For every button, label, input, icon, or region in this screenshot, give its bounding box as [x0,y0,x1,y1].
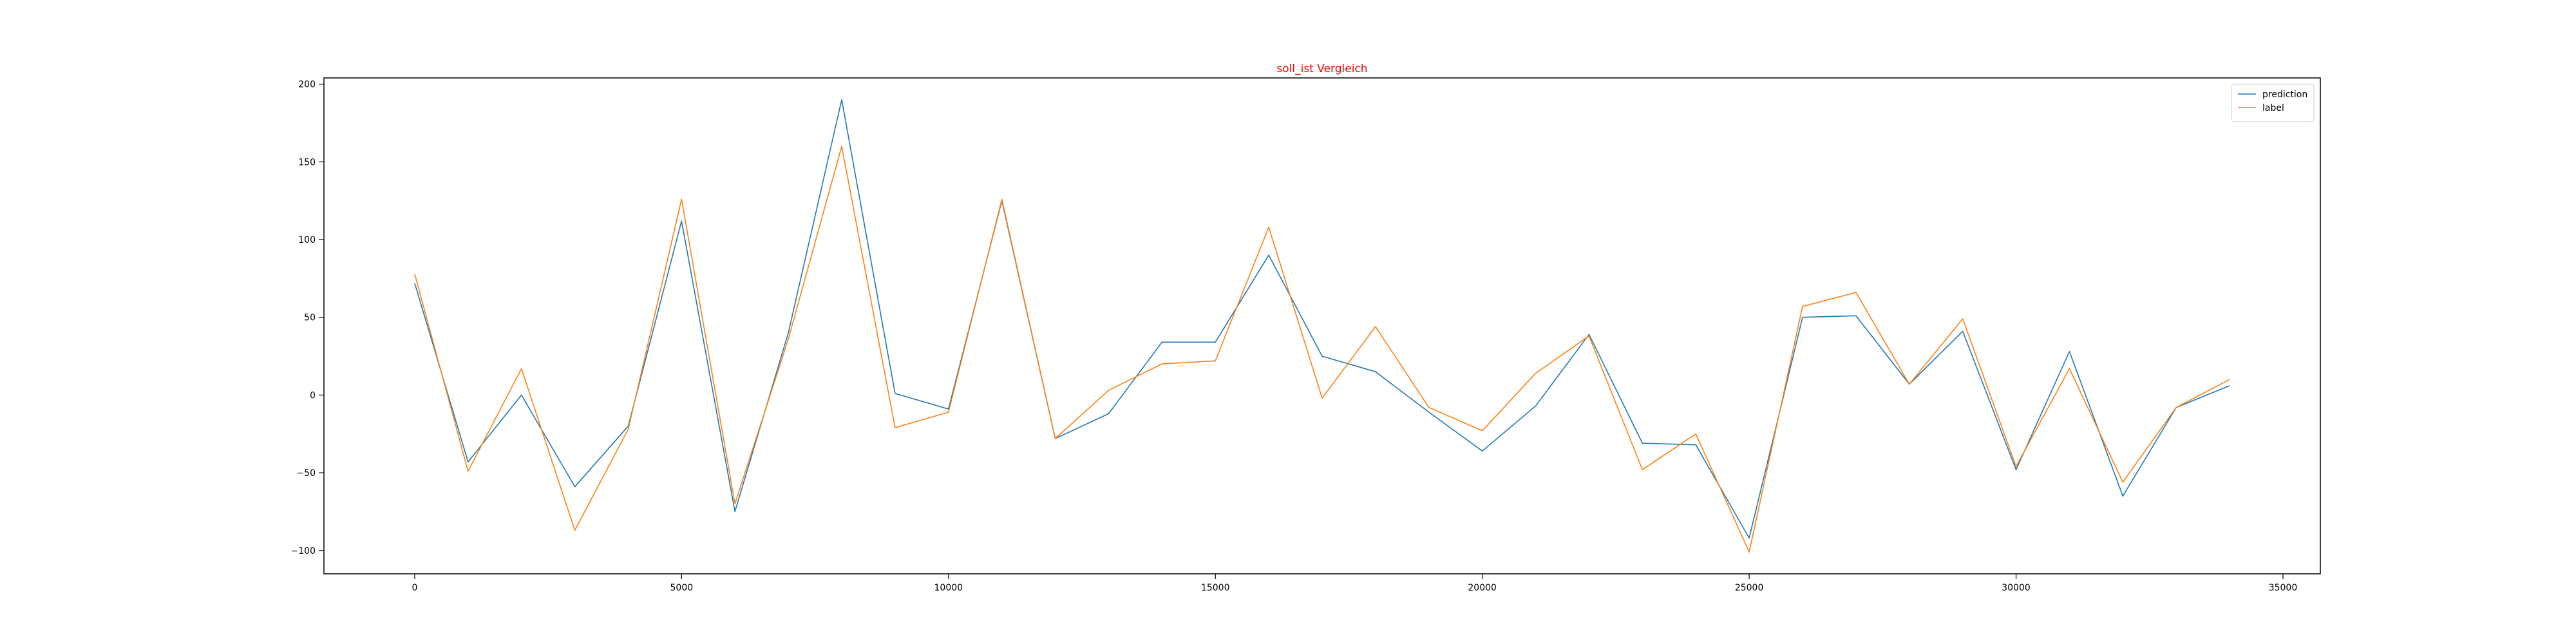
y-tick-label: −100 [291,546,316,556]
y-tick-label: −50 [296,468,316,478]
x-tick-label: 20000 [1468,583,1497,593]
x-tick-label: 15000 [1201,583,1230,593]
legend: prediction label [2231,84,2315,122]
x-tick-label: 30000 [2002,583,2031,593]
y-tick-label: 0 [310,390,316,401]
x-axis: 0 5000 10000 15000 20000 25000 30000 35000 [412,574,2297,593]
x-tick-label: 0 [412,583,417,593]
series-line-label [414,146,2230,553]
chart-title: soll_ist Vergleich [1276,62,1367,75]
y-tick-label: 200 [298,80,316,90]
legend-label-label: label [2262,103,2284,113]
x-tick-label: 25000 [1735,583,1764,593]
y-tick-label: 150 [298,157,316,167]
x-tick-label: 10000 [934,583,963,593]
plot-area [414,99,2230,553]
series-line-prediction [414,99,2230,539]
y-tick-label: 100 [298,235,316,245]
legend-label-prediction: prediction [2262,90,2307,100]
x-tick-label: 5000 [670,583,694,593]
x-tick-label: 35000 [2269,583,2298,593]
y-axis: −100 −50 0 50 100 150 200 [291,80,324,556]
y-tick-label: 50 [304,313,316,323]
axes-frame [323,77,2321,574]
